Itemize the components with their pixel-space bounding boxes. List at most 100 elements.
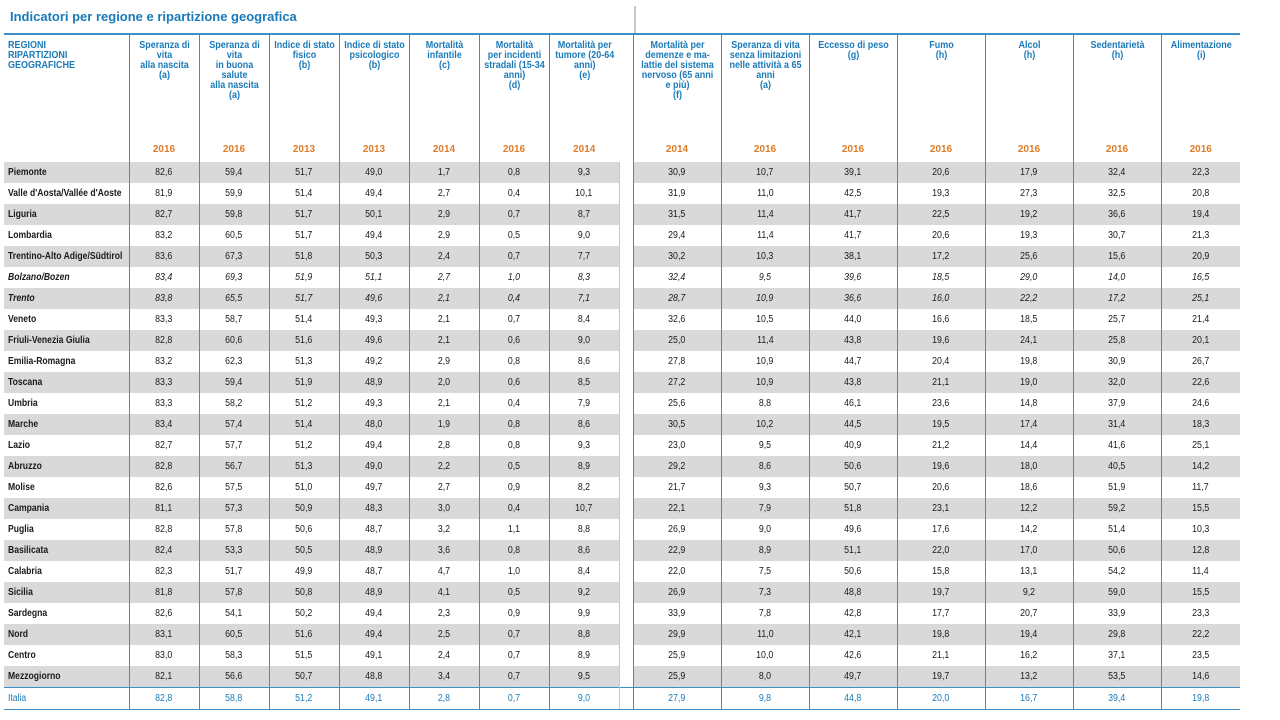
cell-value: 19,7 — [932, 671, 950, 682]
table-cell: 23,3 — [1160, 603, 1240, 624]
table-cell: 8,9 — [548, 456, 619, 477]
table-cell: 19,5 — [896, 414, 985, 435]
cell-value: 62,3 — [225, 356, 243, 367]
table-cell: 82,4 — [128, 540, 199, 561]
cell-value: 48,8 — [844, 587, 862, 598]
region-name: Mezzogiorno — [4, 666, 129, 688]
cell-value: 16,5 — [1192, 272, 1210, 283]
region-name-text: Sicilia — [8, 587, 33, 598]
cell-value: 19,8 — [1020, 356, 1038, 367]
table-cell: 83,6 — [128, 246, 199, 267]
cell-value: 51,7 — [295, 230, 313, 241]
region-name: Molise — [4, 477, 129, 498]
table-cell: 51,2 — [268, 393, 339, 414]
cell-value: 8,6 — [758, 461, 772, 472]
cell-value: 20,0 — [932, 693, 950, 704]
cell-value: 40,5 — [1108, 461, 1126, 472]
cell-value: 42,5 — [844, 188, 862, 199]
table-cell: 51,9 — [1072, 477, 1161, 498]
cell-value: 15,8 — [932, 566, 950, 577]
cell-value: 48,7 — [365, 566, 383, 577]
column-year: 2014 — [632, 144, 721, 162]
table-cell: 49,1 — [338, 687, 409, 710]
table-header: REGIONI RIPARTIZIONI GEOGRAFICHE Speranza… — [4, 35, 1240, 162]
table-cell: 59,4 — [198, 162, 269, 183]
table-cell: 8,6 — [548, 540, 619, 561]
table-cell: 51,7 — [198, 561, 269, 582]
cell-value: 11,4 — [756, 209, 774, 220]
table-cell: 30,7 — [1072, 225, 1161, 246]
cell-value: 26,9 — [668, 587, 686, 598]
table-cell: 82,7 — [128, 204, 199, 225]
table-cell: 19,4 — [1160, 204, 1240, 225]
cell-value: 83,3 — [155, 314, 173, 325]
cell-value: 50,9 — [295, 503, 313, 514]
column-gap — [618, 456, 633, 477]
table-cell: 58,3 — [198, 645, 269, 666]
table-cell: 51,2 — [268, 435, 339, 456]
column-gap — [618, 351, 633, 372]
table-cell: 0,8 — [478, 351, 549, 372]
table-cell: 21,1 — [896, 372, 985, 393]
cell-value: 51,6 — [295, 335, 313, 346]
table-cell: 48,3 — [338, 498, 409, 519]
table-cell: 2,2 — [408, 456, 479, 477]
table-cell: 7,5 — [720, 561, 809, 582]
cell-value: 30,9 — [1108, 356, 1126, 367]
table-cell: 19,3 — [896, 183, 985, 204]
column-gap — [618, 393, 633, 414]
cell-value: 23,3 — [1192, 608, 1210, 619]
table-cell: 44,5 — [808, 414, 897, 435]
table-cell: 26,9 — [632, 582, 721, 603]
cell-value: 57,8 — [225, 587, 243, 598]
cell-value: 2,1 — [437, 293, 451, 304]
region-name: Piemonte — [4, 162, 129, 183]
cell-value: 2,2 — [437, 461, 451, 472]
region-name: Lombardia — [4, 225, 129, 246]
table-cell: 11,4 — [720, 225, 809, 246]
region-name: Basilicata — [4, 540, 129, 561]
table-cell: 9,5 — [720, 435, 809, 456]
cell-value: 83,4 — [155, 272, 173, 283]
cell-value: 19,3 — [1020, 230, 1038, 241]
cell-value: 8,6 — [577, 356, 591, 367]
cell-value: 10,1 — [575, 188, 593, 199]
cell-value: 25,9 — [668, 650, 686, 661]
cell-value: 33,9 — [668, 608, 686, 619]
table-cell: 39,1 — [808, 162, 897, 183]
column-header: REGIONI RIPARTIZIONI GEOGRAFICHE — [4, 35, 129, 144]
table-row: Trento 83,8 65,5 51,7 49,6 2,1 0,4 7,1 28,7 10,9 3… — [4, 288, 1240, 309]
table-cell: 57,4 — [198, 414, 269, 435]
column-gap — [618, 288, 633, 309]
table-cell: 21,1 — [896, 645, 985, 666]
cell-value: 8,4 — [577, 566, 591, 577]
cell-value: 21,7 — [668, 482, 686, 493]
table-cell: 2,8 — [408, 687, 479, 710]
table-row: Sicilia 81,8 57,8 50,8 48,9 4,1 0,5 9,2 26,9 7,3 4… — [4, 582, 1240, 603]
cell-value: 50,7 — [295, 671, 313, 682]
column-gap — [618, 267, 633, 288]
table-cell: 10,3 — [720, 246, 809, 267]
table-row: Nord 83,1 60,5 51,6 49,4 2,5 0,7 8,8 29,9 11,0 42,… — [4, 624, 1240, 645]
cell-value: 0,7 — [507, 629, 521, 640]
table-row: Piemonte 82,6 59,4 51,7 49,0 1,7 0,8 9,3 30,9 10,… — [4, 162, 1240, 183]
cell-value: 10,3 — [756, 251, 774, 262]
table-cell: 4,1 — [408, 582, 479, 603]
column-gap — [618, 309, 633, 330]
table-cell: 51,7 — [268, 204, 339, 225]
cell-value: 32,5 — [1108, 188, 1126, 199]
table-cell: 10,9 — [720, 288, 809, 309]
table-cell: 31,9 — [632, 183, 721, 204]
column-gap — [619, 144, 633, 162]
region-name: Nord — [4, 624, 129, 645]
cell-value: 0,9 — [507, 608, 521, 619]
table-cell: 32,4 — [632, 267, 721, 288]
region-name: Centro — [4, 645, 129, 666]
table-cell: 2,1 — [408, 288, 479, 309]
table-cell: 19,7 — [896, 666, 985, 688]
table-row: Lazio 82,7 57,7 51,2 49,4 2,8 0,8 9,3 23,0 9,5 40,… — [4, 435, 1240, 456]
cell-value: 22,0 — [668, 566, 686, 577]
cell-value: 2,9 — [437, 230, 451, 241]
cell-value: 58,3 — [225, 650, 243, 661]
table-row: Trentino-Alto Adige/Südtirol 83,6 67,3 51,8… — [4, 246, 1240, 267]
